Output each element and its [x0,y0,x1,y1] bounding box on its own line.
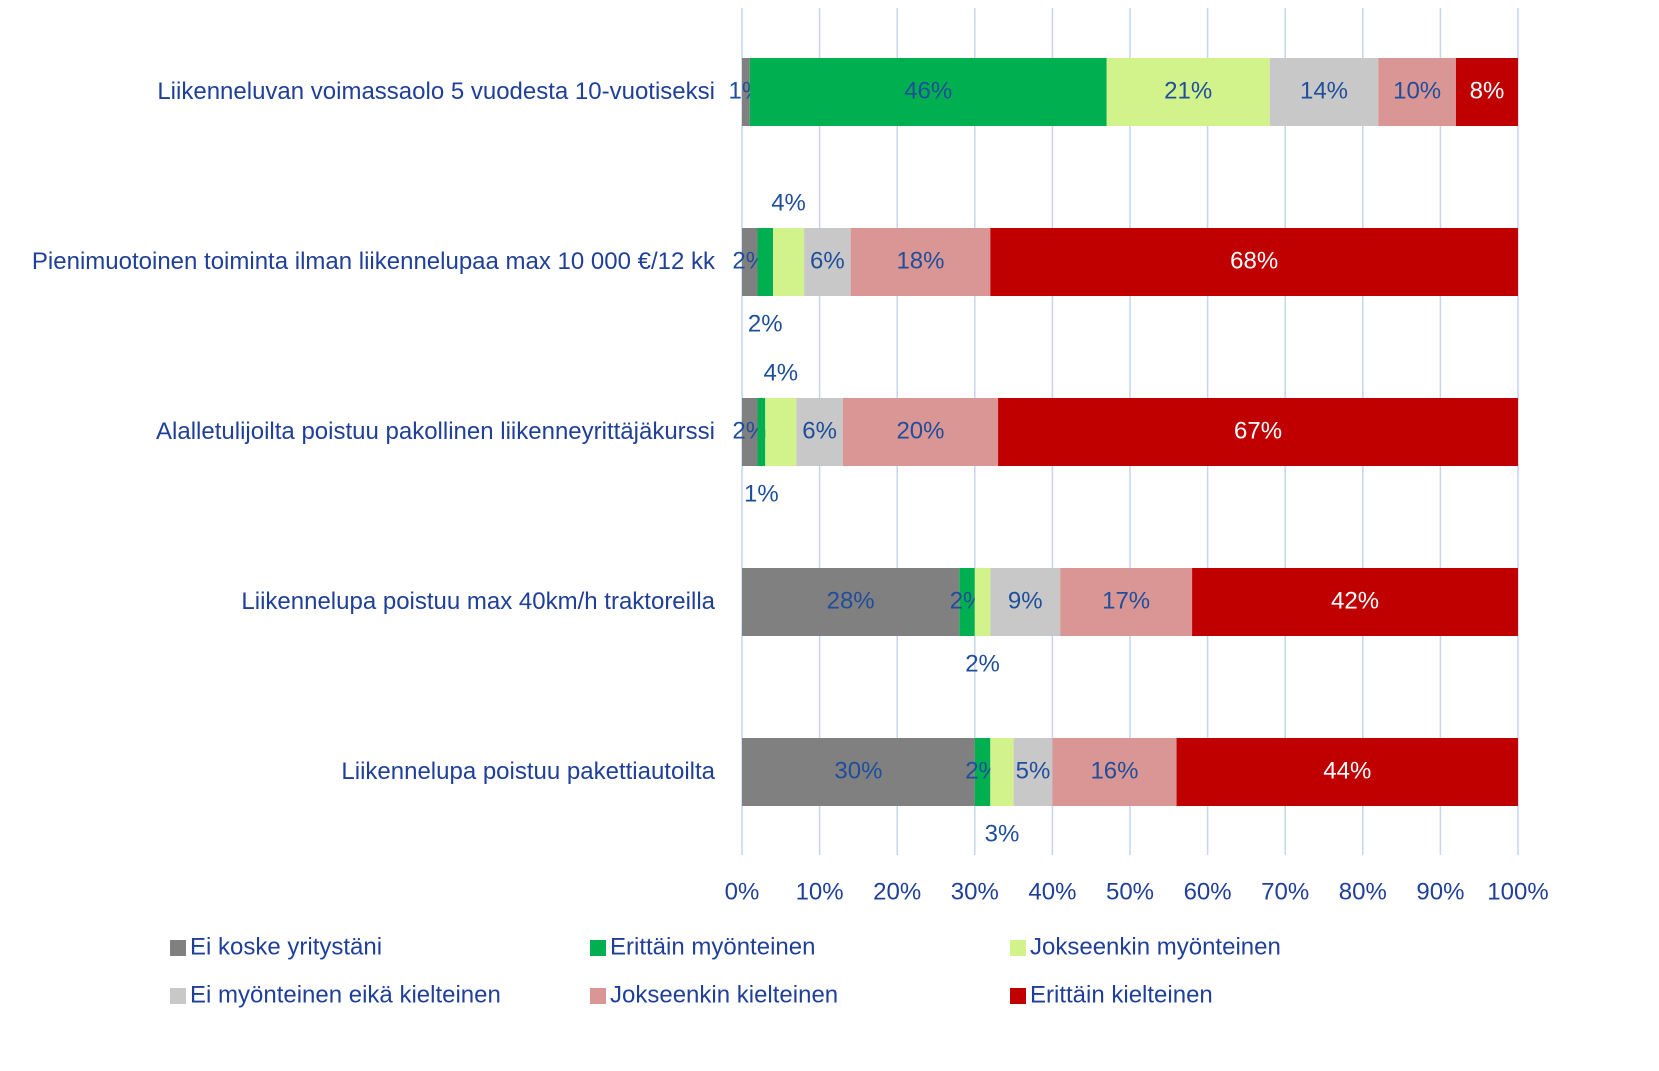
bar-segment [990,568,1061,636]
bar-segment [757,398,766,466]
bar-segment [1269,58,1379,126]
data-label: 8% [1470,77,1505,104]
category-label: Pienimuotoinen toiminta ilman liikennelu… [31,248,715,275]
bar-segment [1013,738,1053,806]
category-label: Liikenneluvan voimassaolo 5 vuodesta 10-… [157,78,715,105]
bar-segment [1052,738,1177,806]
category-label-box: Liikennelupa poistuu max 40km/h traktore… [0,562,715,642]
data-label: 17% [1102,587,1150,614]
data-label: 21% [1164,77,1212,104]
x-tick-label: 20% [873,878,921,905]
category-label-box: Pienimuotoinen toiminta ilman liikennelu… [0,222,715,302]
bar-segment [765,398,797,466]
bar-segment [1060,568,1193,636]
category-label-box: Alalletulijoilta poistuu pakollinen liik… [0,392,715,472]
legend-swatch [170,988,186,1004]
data-label: 16% [1090,757,1138,784]
data-label: 46% [904,77,952,104]
data-label: 68% [1230,247,1278,274]
x-tick-label: 0% [725,878,760,905]
legend-swatch [1010,940,1026,956]
bar-segment [742,738,975,806]
legend-label: Erittäin myönteinen [610,933,815,960]
data-label: 18% [896,247,944,274]
legend-label: Jokseenkin kielteinen [610,981,838,1008]
data-label: 2% [965,650,1000,677]
x-tick-label: 90% [1416,878,1464,905]
bar-segment [742,228,758,296]
bar-segment [757,228,774,296]
category-label-box: Liikenneluvan voimassaolo 5 vuodesta 10-… [0,52,715,132]
data-label: 67% [1234,417,1282,444]
data-label: 2% [748,310,783,337]
data-label: 42% [1331,587,1379,614]
bar-segment [773,228,805,296]
legend-swatch [590,940,606,956]
x-tick-label: 10% [796,878,844,905]
legend-label: Jokseenkin myönteinen [1030,933,1281,960]
data-label: 14% [1300,77,1348,104]
bar-segment [1176,738,1518,806]
bar-segment [974,568,991,636]
data-label: 4% [763,359,798,386]
bar-segment [742,58,750,126]
bar-segment [990,228,1518,296]
x-tick-label: 30% [951,878,999,905]
bar-segment [990,738,1014,806]
bar-segment [804,228,851,296]
bar-segment [842,398,999,466]
category-label: Liikennelupa poistuu pakettiautoilta [341,758,715,785]
x-tick-label: 70% [1261,878,1309,905]
bar-segment [742,398,758,466]
data-label: 3% [985,820,1020,847]
x-tick-label: 60% [1184,878,1232,905]
bar-segment [796,398,843,466]
bar-segment [1455,58,1518,126]
x-tick-label: 40% [1028,878,1076,905]
data-label: 10% [1393,77,1441,104]
bar-segment [749,58,1107,126]
data-label: 20% [896,417,944,444]
x-tick-label: 80% [1339,878,1387,905]
category-label: Liikennelupa poistuu max 40km/h traktore… [241,588,715,615]
data-label: 1% [744,480,779,507]
bar-segment [742,568,960,636]
legend-label: Ei koske yritystäni [190,933,382,960]
bar-segment [1192,568,1518,636]
bar-segment [850,228,991,296]
x-tick-label: 50% [1106,878,1154,905]
bar-segment [974,738,991,806]
x-tick-label: 100% [1487,878,1548,905]
legend-label: Ei myönteinen eikä kielteinen [190,981,501,1008]
bar-segment [998,398,1518,466]
data-label: 5% [1016,757,1051,784]
category-label-box: Liikennelupa poistuu pakettiautoilta [0,732,715,812]
legend-swatch [1010,988,1026,1004]
data-label: 44% [1323,757,1371,784]
bar-segment [1106,58,1270,126]
data-label: 6% [802,417,837,444]
data-label: 30% [834,757,882,784]
legend-swatch [170,940,186,956]
category-label: Alalletulijoilta poistuu pakollinen liik… [156,418,715,445]
data-label: 9% [1008,587,1043,614]
data-label: 4% [771,189,806,216]
bar-segment [959,568,975,636]
legend-label: Erittäin kielteinen [1030,981,1213,1008]
data-label: 6% [810,247,845,274]
legend-swatch [590,988,606,1004]
bar-segment [1378,58,1456,126]
data-label: 28% [827,587,875,614]
